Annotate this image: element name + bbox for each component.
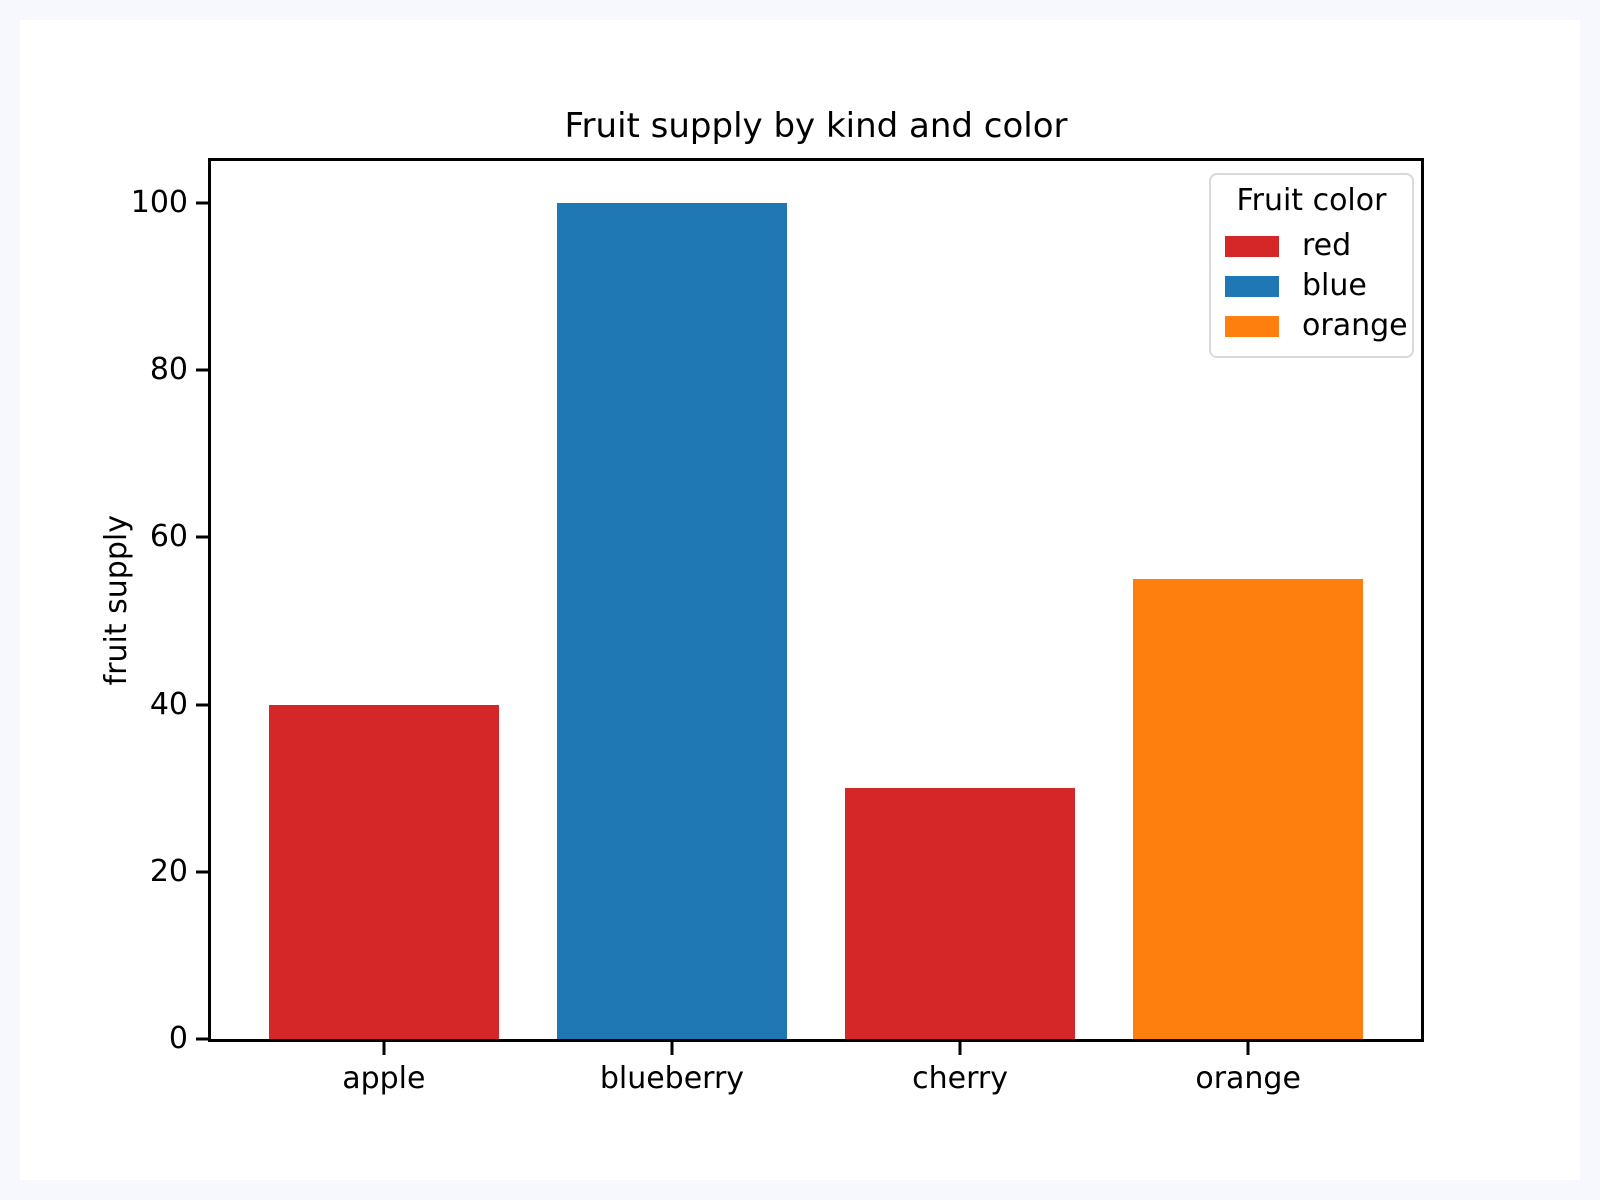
chart-title: Fruit supply by kind and color (564, 106, 1068, 146)
y-tick-mark-20 (196, 870, 211, 874)
bar-cherry (844, 788, 1076, 1039)
legend-entry-red: red (1211, 226, 1412, 266)
legend-title: Fruit color (1236, 183, 1387, 218)
legend-label-blue: blue (1302, 268, 1367, 303)
legend-entry-blue: blue (1211, 266, 1412, 306)
y-tick-mark-80 (196, 368, 211, 372)
x-tick-mark-cherry (958, 1042, 962, 1055)
x-tick-label-apple: apple (342, 1061, 426, 1096)
legend-swatch-blue (1225, 275, 1279, 297)
y-tick-mark-100 (196, 201, 211, 205)
plot-area: Fruit color red blue orange 0 20 40 60 80 100 ap… (131, 158, 1424, 1096)
y-tick-mark-40 (196, 703, 211, 707)
bar-apple (268, 704, 500, 1039)
legend-entry-orange: orange (1211, 306, 1412, 346)
x-tick-label-cherry: cherry (912, 1061, 1008, 1096)
legend-label-red: red (1302, 228, 1352, 263)
legend-swatch-orange (1225, 315, 1279, 337)
y-tick-label-100: 100 (130, 184, 188, 220)
legend-swatch-red (1225, 235, 1279, 257)
x-tick-mark-blueberry (670, 1042, 674, 1055)
y-axis-label-container: fruit supply (94, 158, 138, 1042)
y-tick-label-40: 40 (149, 686, 188, 722)
y-tick-label-20: 20 (149, 853, 188, 889)
x-tick-label-blueberry: blueberry (599, 1061, 745, 1096)
legend-label-orange: orange (1302, 308, 1408, 343)
chart-figure: Fruit supply by kind and color fruit sup… (20, 20, 1580, 1180)
y-tick-label-0: 0 (168, 1021, 188, 1056)
y-tick-label-60: 60 (149, 519, 188, 555)
x-tick-mark-apple (382, 1042, 386, 1055)
bar-blueberry (556, 202, 788, 1039)
y-tick-label-80: 80 (149, 352, 188, 388)
legend: Fruit color red blue orange (1209, 173, 1414, 358)
x-tick-mark-orange (1246, 1042, 1250, 1055)
bar-orange (1132, 579, 1364, 1039)
x-tick-label-orange: orange (1195, 1061, 1301, 1096)
legend-entries: red blue orange (1211, 226, 1412, 346)
y-tick-mark-0 (196, 1037, 211, 1041)
y-tick-mark-60 (196, 535, 211, 539)
